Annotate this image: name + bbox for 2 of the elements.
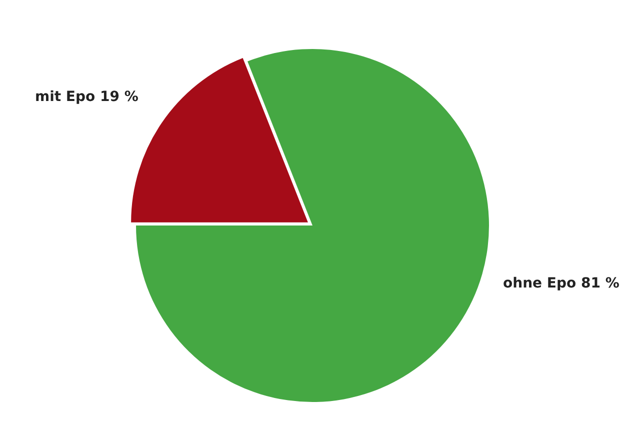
slice-label: mit Epo 19 % xyxy=(34,88,138,105)
slice-label: ohne Epo 81 % xyxy=(503,275,620,292)
